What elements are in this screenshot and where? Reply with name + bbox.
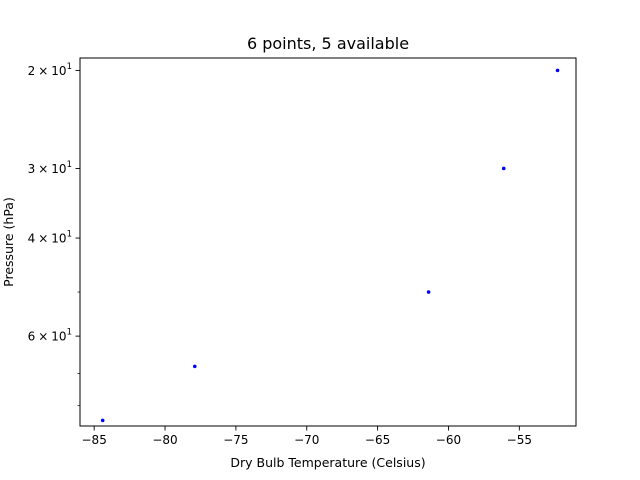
plot-frame <box>79 57 577 427</box>
data-point <box>501 166 506 171</box>
y-tick-label: 2 × 101 <box>28 62 72 78</box>
y-tick-mantissa: 2 <box>28 64 36 78</box>
y-tick-mantissa: 3 <box>28 162 36 176</box>
chart-title: 6 points, 5 available <box>247 34 409 53</box>
data-point <box>426 290 431 294</box>
y-tick-exponent: 1 <box>67 62 72 72</box>
y-tick-base: 10 <box>51 330 66 344</box>
x-tick-label: −80 <box>152 433 177 447</box>
x-tick-label: −60 <box>436 433 461 447</box>
y-tick-exponent: 1 <box>67 328 72 338</box>
y-tick-mantissa: 4 <box>28 232 36 246</box>
y-axis-label: Pressure (hPa) <box>1 197 16 287</box>
x-axis-label: Dry Bulb Temperature (Celsius) <box>230 455 425 470</box>
x-tick-label: −55 <box>507 433 532 447</box>
y-tick-label: 4 × 101 <box>28 230 72 246</box>
data-point <box>555 68 560 73</box>
y-tick-exponent: 1 <box>67 160 72 170</box>
y-tick-times: × <box>38 64 48 78</box>
x-tick-label: −85 <box>82 433 107 447</box>
y-tick-times: × <box>38 330 48 344</box>
data-point <box>100 418 105 423</box>
y-tick-exponent: 1 <box>67 230 72 240</box>
y-tick-label: 3 × 101 <box>28 160 72 176</box>
y-tick-label: 6 × 101 <box>28 328 72 344</box>
y-tick-times: × <box>38 232 48 246</box>
y-tick-base: 10 <box>51 64 66 78</box>
x-tick-label: −65 <box>365 433 390 447</box>
y-tick-base: 10 <box>51 162 66 176</box>
y-tick-times: × <box>38 162 48 176</box>
x-tick-label: −70 <box>294 433 319 447</box>
y-tick-base: 10 <box>51 232 66 246</box>
x-tick-label: −75 <box>223 433 248 447</box>
data-point <box>192 364 197 369</box>
y-tick-mantissa: 6 <box>28 330 36 344</box>
